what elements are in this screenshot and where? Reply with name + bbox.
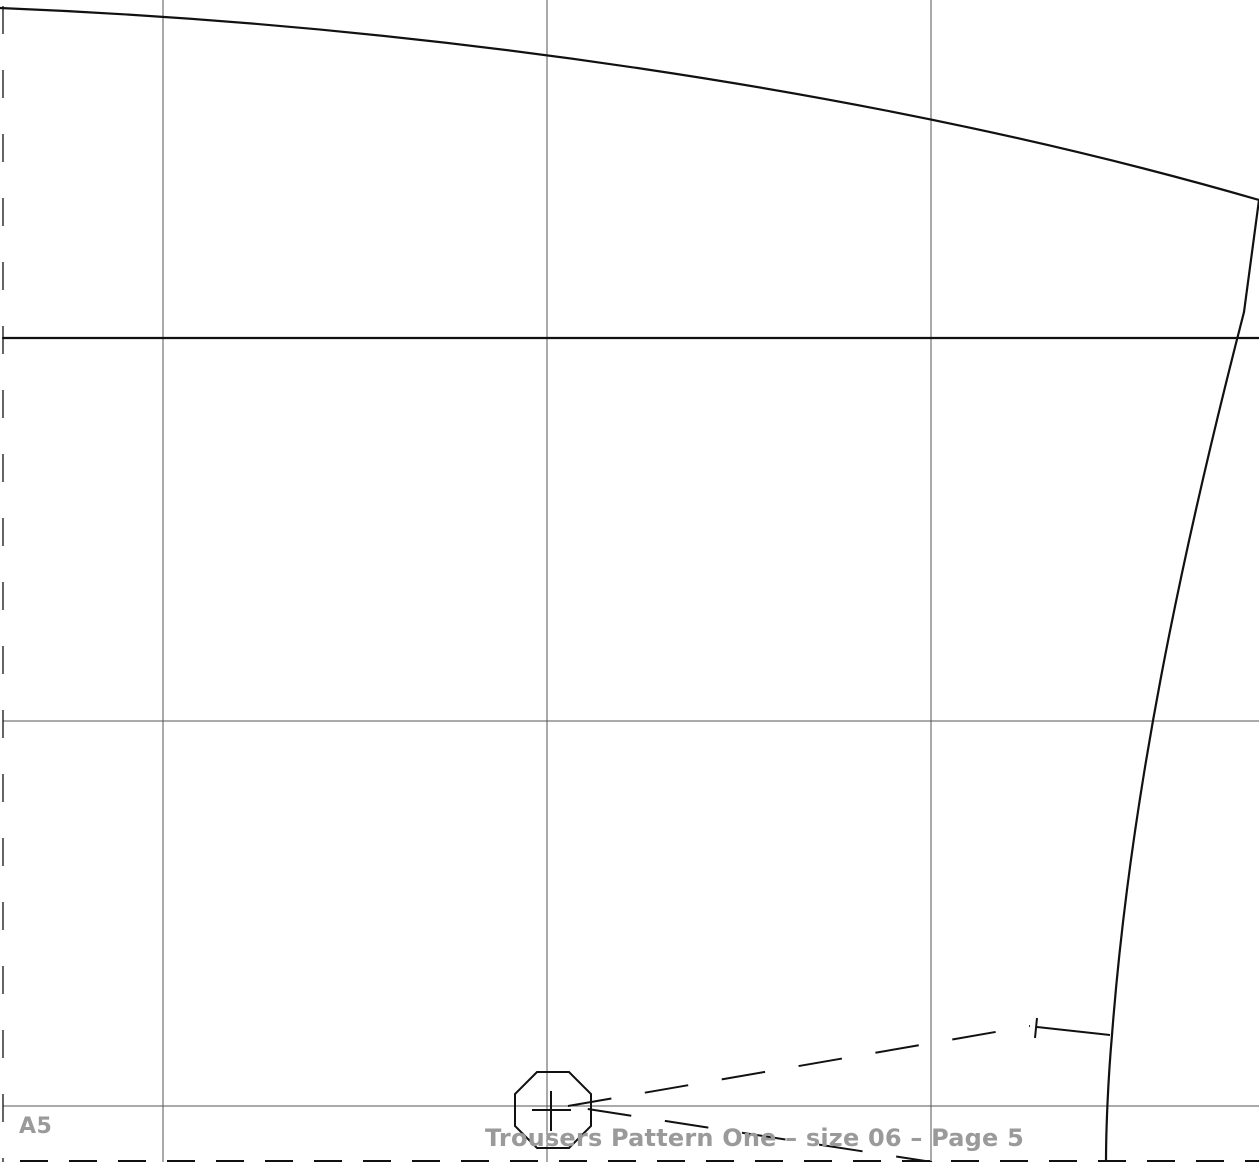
marker-octagon [514,1071,592,1149]
dart-leg-lower [567,1105,933,1162]
t-bar-icon [1034,1017,1038,1039]
side-seam-curve [1104,310,1246,1162]
side-seam-upper [1242,198,1259,314]
octagon-crosshair-icon [514,1071,592,1149]
dart-end-line [1036,1026,1111,1036]
waistline-curve [0,6,1259,202]
pattern-piece-outline [0,6,1259,1162]
dart-leg-upper [567,1025,1031,1107]
page-footer-title: Trousers Pattern One – size 06 – Page 5 [485,1124,1024,1152]
dart [567,1017,1111,1162]
alignment-grid [3,0,1259,1162]
page-tile-label: A5 [19,1114,53,1139]
